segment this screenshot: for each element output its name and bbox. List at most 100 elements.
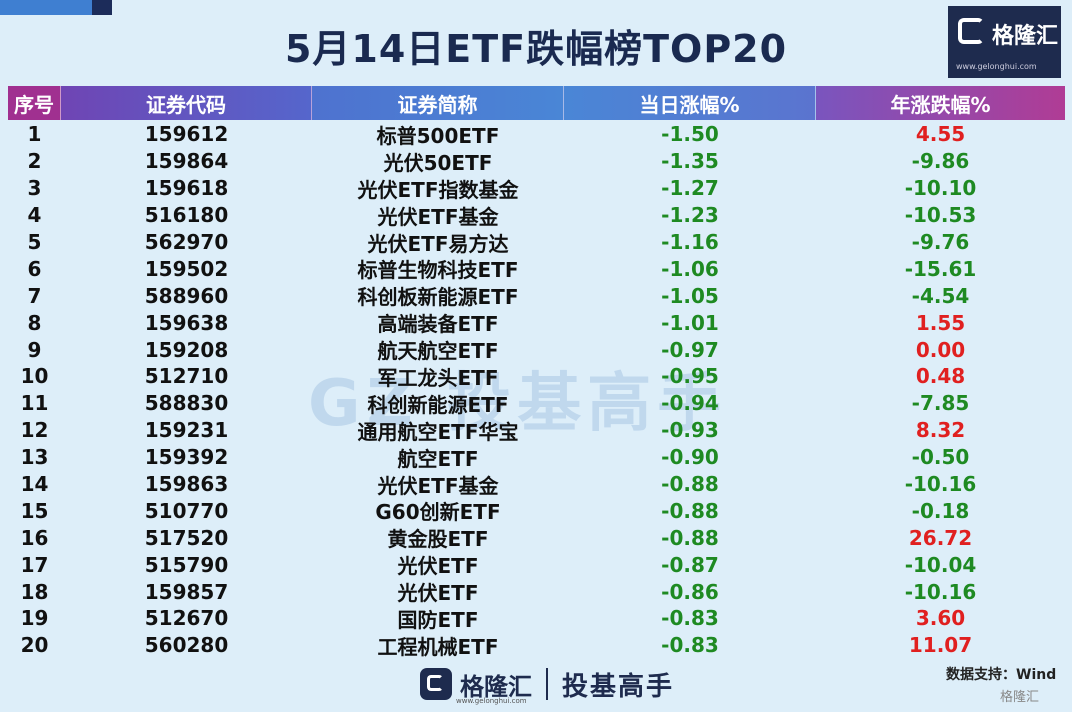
table-row: 5 562970 光伏ETF易方达 -1.16 -9.76 [8, 229, 1065, 256]
corner-watermark: 格隆汇 [1000, 690, 1040, 705]
cell-code: 517520 [144, 525, 229, 550]
cell-name: 科创板新能源ETF [357, 285, 519, 310]
cell-rank: 19 [20, 606, 49, 631]
cell-name: 高端装备ETF [377, 312, 499, 337]
cell-name: 光伏50ETF [383, 150, 493, 175]
cell-daily-change: -0.83 [661, 633, 719, 658]
header-code: 证券代码 [61, 86, 312, 120]
table-row: 11 588830 科创新能源ETF -0.94 -7.85 [8, 390, 1065, 417]
cell-daily-change: -0.97 [661, 337, 719, 362]
cell-name: 科创新能源ETF [367, 392, 509, 417]
brand-logo: 格隆汇 www.gelonghui.com [948, 6, 1061, 78]
cell-name: 通用航空ETF华宝 [357, 419, 519, 444]
cell-daily-change: -1.06 [661, 256, 719, 281]
cell-name: 国防ETF [397, 607, 479, 632]
cell-rank: 13 [20, 445, 49, 470]
cell-daily-change: -1.50 [661, 122, 719, 147]
cell-name: G60创新ETF [375, 500, 501, 525]
cell-code: 588960 [144, 283, 229, 308]
cell-code: 159857 [144, 579, 229, 604]
cell-ytd-change: 8.32 [915, 418, 966, 443]
cell-rank: 15 [20, 498, 49, 523]
table-row: 4 516180 光伏ETF基金 -1.23 -10.53 [8, 202, 1065, 229]
cell-rank: 5 [27, 230, 42, 254]
cell-rank: 20 [20, 633, 49, 658]
cell-name: 光伏ETF [397, 554, 479, 579]
cell-code: 159864 [144, 149, 229, 174]
cell-rank: 10 [20, 364, 49, 389]
cell-code: 159231 [144, 418, 229, 443]
cell-ytd-change: -10.10 [904, 176, 977, 201]
cell-daily-change: -0.90 [661, 445, 719, 470]
table-row: 7 588960 科创板新能源ETF -1.05 -4.54 [8, 282, 1065, 310]
cell-name: 航天航空ETF [377, 339, 499, 364]
cell-daily-change: -1.27 [661, 176, 719, 201]
cell-ytd-change: -0.18 [911, 498, 970, 523]
cell-name: 标普500ETF [376, 123, 500, 148]
cell-code: 159392 [144, 445, 229, 470]
header-daily-change: 当日涨幅% [564, 86, 816, 120]
cell-code: 512710 [144, 364, 229, 389]
table-row: 16 517520 黄金股ETF -0.88 26.72 [8, 524, 1065, 552]
cell-name: 航空ETF [397, 446, 479, 471]
cell-ytd-change: 26.72 [908, 525, 973, 550]
table-row: 10 512710 军工龙头ETF -0.95 0.48 [8, 363, 1065, 390]
cell-name: 工程机械ETF [377, 634, 499, 659]
cell-daily-change: -0.88 [661, 498, 719, 523]
footer-divider [546, 668, 548, 700]
cell-code: 560280 [144, 633, 229, 658]
corner-accent-blue [0, 0, 92, 15]
cell-daily-change: -0.86 [661, 579, 719, 604]
header-name: 证券简称 [312, 86, 564, 120]
cell-code: 512670 [144, 606, 229, 631]
cell-code: 159502 [144, 256, 229, 281]
cell-rank: 4 [27, 203, 42, 228]
cell-rank: 2 [27, 149, 42, 174]
table-row: 12 159231 通用航空ETF华宝 -0.93 8.32 [8, 417, 1065, 444]
cell-name: 黄金股ETF [387, 527, 489, 552]
cell-rank: 11 [20, 391, 49, 416]
cell-daily-change: -0.87 [661, 552, 719, 577]
logo-url: www.gelonghui.com [956, 62, 1037, 71]
cell-name: 军工龙头ETF [377, 365, 499, 390]
table-row: 6 159502 标普生物科技ETF -1.06 -15.61 [8, 255, 1065, 283]
cell-ytd-change: 0.00 [915, 337, 966, 362]
cell-name: 标普生物科技ETF [357, 258, 519, 283]
cell-code: 510770 [144, 498, 229, 523]
cell-ytd-change: -10.53 [904, 203, 977, 228]
footer-logo-name: 格隆汇 [460, 672, 532, 701]
cell-ytd-change: -0.50 [911, 445, 970, 470]
cell-daily-change: -1.01 [661, 310, 719, 335]
footer-slogan: 投基高手 [562, 671, 675, 702]
cell-daily-change: -0.95 [661, 364, 719, 389]
footer-logo-g-icon [420, 668, 452, 700]
cell-rank: 18 [20, 579, 49, 604]
cell-code: 159618 [144, 176, 229, 201]
cell-ytd-change: -9.76 [911, 230, 970, 254]
footer-logo-url: www.gelonghui.com [456, 697, 527, 705]
table-row: 13 159392 航空ETF -0.90 -0.50 [8, 444, 1065, 471]
cell-code: 588830 [144, 391, 229, 416]
cell-name: 光伏ETF [397, 581, 479, 606]
cell-daily-change: -1.35 [661, 149, 719, 174]
cell-daily-change: -0.88 [661, 472, 719, 497]
cell-rank: 16 [20, 525, 49, 550]
cell-code: 562970 [144, 230, 229, 254]
table-row: 3 159618 光伏ETF指数基金 -1.27 -10.10 [8, 175, 1065, 202]
watermark: GZ 投基高手 [308, 367, 728, 441]
cell-ytd-change: -10.16 [904, 579, 977, 604]
cell-ytd-change: -10.16 [904, 472, 977, 497]
table-row: 17 515790 光伏ETF -0.87 -10.04 [8, 551, 1065, 579]
data-source: 数据支持：Wind [946, 667, 1057, 683]
cell-daily-change: -1.16 [661, 230, 719, 254]
table-row: 1 159612 标普500ETF -1.50 4.55 [8, 121, 1065, 148]
cell-rank: 9 [27, 337, 42, 362]
cell-daily-change: -0.93 [661, 418, 719, 443]
table-row: 15 510770 G60创新ETF -0.88 -0.18 [8, 497, 1065, 525]
cell-ytd-change: -4.54 [911, 283, 970, 308]
cell-rank: 17 [20, 552, 49, 577]
cell-ytd-change: 0.48 [915, 364, 966, 389]
table-row: 9 159208 航天航空ETF -0.97 0.00 [8, 336, 1065, 364]
cell-ytd-change: 4.55 [915, 122, 966, 147]
cell-code: 159638 [144, 310, 229, 335]
